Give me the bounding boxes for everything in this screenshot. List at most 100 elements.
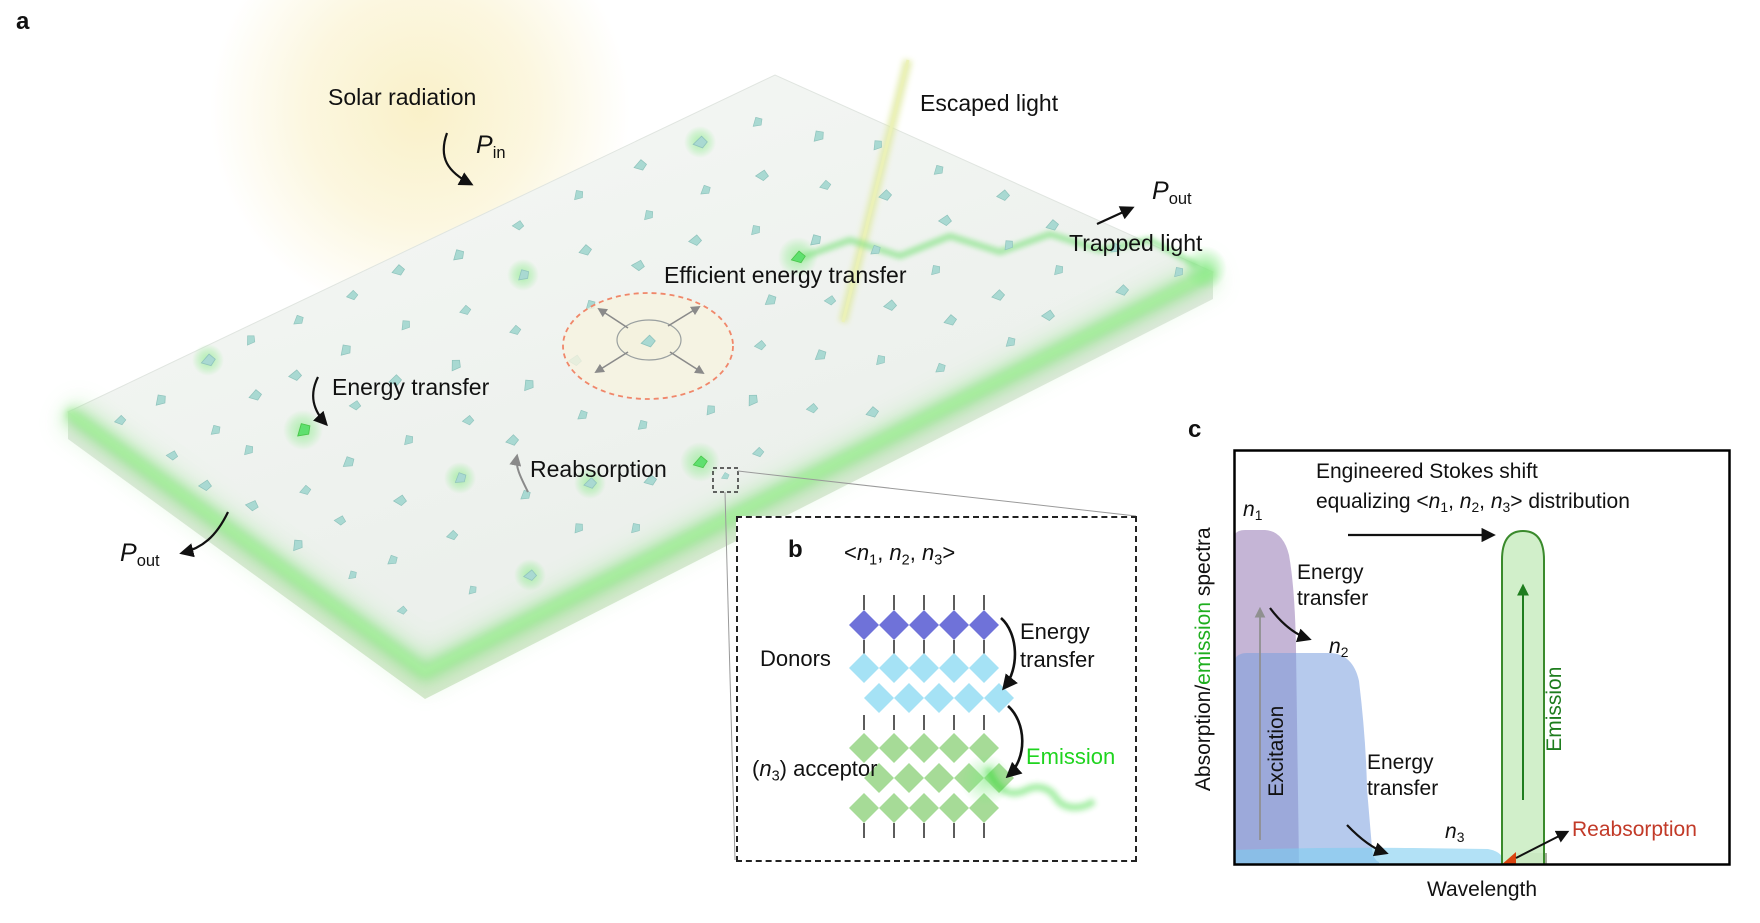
- energy-transfer-arrow-b: [1000, 617, 1018, 691]
- text-segment: n: [1329, 635, 1341, 658]
- inset-connector-bottom: [724, 491, 736, 861]
- y-axis-label: Absorption/emission spectra: [1190, 489, 1218, 829]
- particle: [991, 289, 1006, 301]
- text-segment: n: [1243, 498, 1255, 521]
- panel-c-title-line1: Engineered Stokes shift: [1316, 460, 1538, 483]
- particle: [396, 605, 408, 615]
- particle: [113, 414, 127, 426]
- corner-glow: [1183, 246, 1227, 290]
- green-diamond: [924, 763, 954, 793]
- text-segment: n: [889, 540, 902, 565]
- trapped-light-wave: [799, 231, 1200, 269]
- text-segment: n: [856, 540, 870, 565]
- particle: [751, 225, 761, 236]
- cyan-diamond: [879, 653, 909, 683]
- particle: [454, 472, 467, 483]
- particle: [505, 434, 520, 446]
- text-segment: ,: [909, 540, 922, 565]
- particle: [644, 210, 654, 221]
- p-in-label: Pin: [476, 130, 506, 164]
- text-segment: 2: [901, 552, 910, 569]
- donors-label: Donors: [760, 646, 831, 671]
- text-segment: P: [120, 539, 137, 567]
- cyan-diamond: [894, 683, 924, 713]
- text-segment: > distribution: [1510, 490, 1630, 513]
- particle: [720, 472, 730, 480]
- particle: [692, 455, 708, 469]
- green-diamond: [909, 793, 939, 823]
- p-out-right-label: Pout: [1152, 176, 1192, 210]
- particle: [388, 374, 403, 386]
- particle: [523, 569, 538, 581]
- energy-transfer-label-c2: Energy transfer: [1367, 751, 1439, 801]
- panel-a-illustration: [59, 0, 1227, 861]
- particle: [340, 344, 351, 356]
- particle: [1054, 265, 1064, 276]
- cyan-diamond: [909, 653, 939, 683]
- particle: [459, 304, 472, 315]
- particle: [883, 299, 898, 311]
- green-diamond: [879, 733, 909, 763]
- green-diamond: [939, 733, 969, 763]
- text-segment: ,: [877, 540, 890, 565]
- p-out-left-arrow: [179, 511, 229, 558]
- particle: [248, 389, 262, 401]
- particle: [348, 570, 357, 580]
- particle: [342, 456, 355, 467]
- text-segment: n: [759, 756, 772, 781]
- reabsorption-label: Reabsorption: [530, 456, 667, 482]
- text-segment: 3: [1456, 829, 1465, 846]
- particle: [931, 265, 941, 276]
- particle: [577, 409, 588, 420]
- particle: [1045, 219, 1059, 231]
- particle: [935, 362, 946, 373]
- text-segment: n: [1445, 820, 1457, 843]
- particle: [391, 264, 405, 276]
- particle: [583, 477, 598, 489]
- particle: [637, 419, 648, 430]
- green-diamond: [864, 763, 894, 793]
- inset-source-box: [712, 467, 739, 493]
- x-axis-label: Wavelength: [1426, 878, 1538, 901]
- particle: [333, 515, 347, 526]
- particle: [165, 450, 179, 461]
- emission-trail: [984, 766, 1097, 811]
- energy-transfer-cluster: [562, 292, 734, 400]
- particle: [706, 405, 715, 416]
- text-segment: n: [1490, 490, 1503, 513]
- escaped-light-label: Escaped light: [920, 90, 1059, 116]
- particle: [461, 415, 475, 426]
- particle: [299, 484, 312, 495]
- cyan-diamond: [924, 683, 954, 713]
- particle: [633, 159, 647, 171]
- n2-label: n2: [1329, 633, 1348, 662]
- panel-b-letter: b: [788, 536, 803, 563]
- particle: [688, 234, 703, 246]
- particle: [748, 394, 758, 407]
- n3-label: n3: [1445, 818, 1464, 847]
- particle: [210, 424, 221, 435]
- particle: [873, 140, 882, 151]
- particle: [692, 135, 708, 149]
- particle: [468, 585, 477, 595]
- solar-radiation-label: Solar radiation: [328, 84, 477, 110]
- cluster-arrow-ur: [667, 305, 701, 327]
- particle: [813, 130, 824, 142]
- particle: [574, 190, 584, 201]
- panel-b-inset: b <n1, n2, n3> Donors (n3) acceptor Ener…: [736, 516, 1137, 862]
- green-diamond: [849, 733, 879, 763]
- particle: [1004, 240, 1013, 251]
- reabsorption-label-c: Reabsorption: [1572, 818, 1697, 841]
- excitation-label: Excitation: [1264, 705, 1288, 797]
- escaped-light-beam-core: [841, 59, 910, 323]
- particle: [200, 353, 216, 367]
- particle: [404, 435, 414, 446]
- particle: [288, 369, 303, 381]
- inset-connector-top: [737, 470, 1137, 517]
- text-segment: 3: [1502, 499, 1511, 516]
- particle: [451, 359, 461, 372]
- particle: [244, 445, 254, 456]
- purple-diamond: [879, 610, 909, 640]
- cyan-diamond: [969, 653, 999, 683]
- purple-diamond: [969, 610, 999, 640]
